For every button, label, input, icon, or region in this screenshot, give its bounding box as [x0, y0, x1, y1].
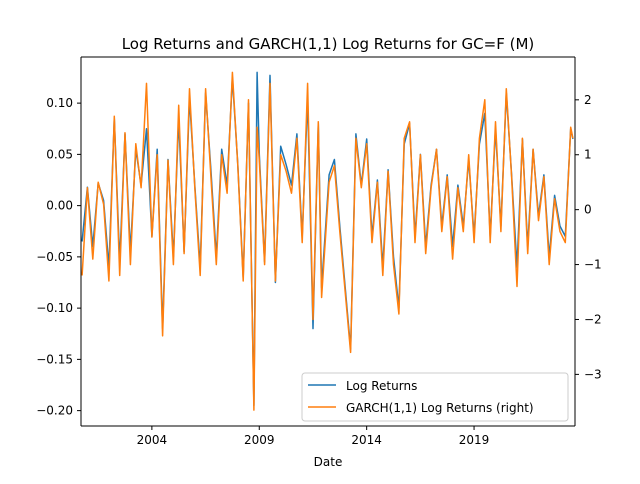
y-tick-label-3: −0.05 [36, 250, 73, 264]
y2-tick-label-1: 1 [584, 148, 592, 162]
y-tick-label-5: −0.15 [36, 352, 73, 366]
y2-tick-label-4: −2 [584, 312, 602, 326]
y-tick-label-1: 0.05 [46, 147, 73, 161]
x-tick-label-3: 2019 [459, 433, 490, 447]
y2-tick-label-0: 2 [584, 93, 592, 107]
x-tick-label-1: 2009 [244, 433, 275, 447]
plot-area [81, 57, 575, 426]
x-tick-label-0: 2004 [137, 433, 168, 447]
y-tick-label-6: −0.20 [36, 404, 73, 418]
series-layer [81, 71, 574, 411]
y-tick-label-2: 0.00 [46, 199, 73, 213]
y2-tick-label-2: 0 [584, 203, 592, 217]
legend-label-log-returns: Log Returns [346, 379, 417, 393]
y2-tick-label-3: −1 [584, 258, 602, 272]
y2-tick-label-5: −3 [584, 367, 602, 381]
y-axis-ticks: 0.10 0.05 0.00 −0.05 −0.10 −0.15 −0.20 [36, 96, 81, 418]
x-axis-label: Date [314, 455, 343, 469]
legend-box [301, 372, 569, 422]
x-tick-label-2: 2014 [351, 433, 382, 447]
legend-label-garch-log-returns: GARCH(1,1) Log Returns (right) [346, 401, 534, 415]
y-tick-label-0: 0.10 [46, 96, 73, 110]
x-axis-ticks: 2004 2009 2014 2019 [137, 426, 490, 447]
legend: Log Returns GARCH(1,1) Log Returns (righ… [301, 372, 569, 422]
y-tick-label-4: −0.10 [36, 301, 73, 315]
series-line-1 [81, 71, 574, 411]
chart-title: Log Returns and GARCH(1,1) Log Returns f… [122, 35, 535, 53]
secondary-y-axis-ticks: 2 1 0 −1 −2 −3 [575, 93, 602, 381]
